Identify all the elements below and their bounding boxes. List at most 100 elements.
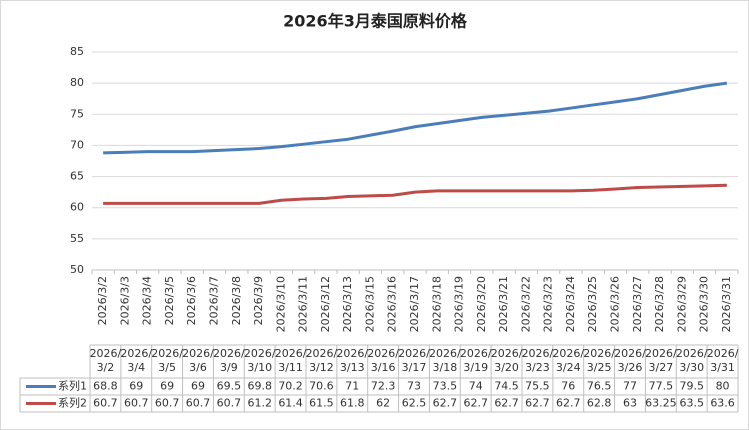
table-value: 74 bbox=[469, 380, 483, 393]
x-tick-label: 2026/3/9 bbox=[252, 276, 265, 325]
x-tick-label: 2026/3/3 bbox=[118, 276, 131, 325]
x-tick-label: 2026/3/8 bbox=[230, 276, 243, 325]
table-header: 2026/3/11 bbox=[275, 347, 307, 374]
table-value: 60.7 bbox=[217, 397, 242, 410]
table-header: 2026/3/9 bbox=[213, 347, 245, 374]
table-value: 76.5 bbox=[587, 380, 612, 393]
table-header: 2026/3/6 bbox=[182, 347, 214, 374]
table-value: 70.2 bbox=[278, 380, 303, 393]
table-value: 73.5 bbox=[433, 380, 458, 393]
table-value: 71 bbox=[345, 380, 359, 393]
x-tick-label: 2026/3/18 bbox=[430, 276, 443, 332]
y-tick-label: 85 bbox=[70, 45, 84, 58]
x-tick-label: 2026/3/20 bbox=[475, 276, 488, 332]
table-value: 62.7 bbox=[433, 397, 458, 410]
table-value: 63.25 bbox=[645, 397, 677, 410]
table-value: 60.7 bbox=[186, 397, 211, 410]
table-value: 62.7 bbox=[556, 397, 581, 410]
legend-label: 系列1 bbox=[58, 379, 87, 393]
table-value: 72.3 bbox=[371, 380, 396, 393]
table-header: 2026/3/16 bbox=[367, 347, 399, 374]
table-value: 74.5 bbox=[494, 380, 519, 393]
table-value: 76 bbox=[561, 380, 575, 393]
table-header: 2026/3/18 bbox=[429, 347, 461, 374]
table-value: 61.5 bbox=[309, 397, 334, 410]
x-tick-label: 2026/3/5 bbox=[163, 276, 176, 325]
table-value: 70.6 bbox=[309, 380, 334, 393]
table-value: 61.4 bbox=[278, 397, 303, 410]
table-value: 69.5 bbox=[217, 380, 242, 393]
table-header: 2026/3/31 bbox=[707, 347, 739, 374]
x-tick-label: 2026/3/21 bbox=[497, 276, 510, 332]
table-value: 68.8 bbox=[93, 380, 118, 393]
table-header: 2026/3/26 bbox=[614, 347, 646, 374]
table-value: 60.7 bbox=[93, 397, 118, 410]
table-header: 2026/3/19 bbox=[460, 347, 492, 374]
table-header: 2026/3/13 bbox=[336, 347, 368, 374]
y-tick-label: 70 bbox=[70, 138, 84, 151]
x-tick-label: 2026/3/16 bbox=[386, 276, 399, 332]
table-value: 62 bbox=[376, 397, 390, 410]
chart-title: 2026年3月泰国原料价格 bbox=[283, 12, 468, 31]
table-value: 77.5 bbox=[649, 380, 674, 393]
x-tick-label: 2026/3/25 bbox=[586, 276, 599, 332]
x-tick-label: 2026/3/27 bbox=[631, 276, 644, 332]
series-line bbox=[103, 183, 727, 205]
table-value: 69 bbox=[160, 380, 174, 393]
table-header: 2026/3/24 bbox=[552, 347, 584, 374]
table-value: 69 bbox=[191, 380, 205, 393]
table-value: 77 bbox=[623, 380, 637, 393]
x-tick-label: 2026/3/13 bbox=[341, 276, 354, 332]
table-value: 61.8 bbox=[340, 397, 365, 410]
table-value: 60.7 bbox=[155, 397, 180, 410]
x-tick-label: 2026/3/17 bbox=[408, 276, 421, 332]
x-tick-label: 2026/3/7 bbox=[208, 276, 221, 325]
table-value: 63 bbox=[623, 397, 637, 410]
x-tick-label: 2026/3/31 bbox=[720, 276, 733, 332]
table-value: 73 bbox=[407, 380, 421, 393]
table-value: 69.8 bbox=[247, 380, 272, 393]
x-tick-label: 2026/3/12 bbox=[319, 276, 332, 332]
table-value: 61.2 bbox=[247, 397, 272, 410]
table-value: 60.7 bbox=[124, 397, 149, 410]
table-header: 2026/3/23 bbox=[522, 347, 554, 374]
table-header: 2026/3/17 bbox=[398, 347, 430, 374]
y-tick-label: 50 bbox=[70, 263, 84, 276]
x-tick-label: 2026/3/11 bbox=[297, 276, 310, 332]
x-tick-label: 2026/3/24 bbox=[564, 276, 577, 332]
table-header: 2026/3/12 bbox=[306, 347, 338, 374]
table-header: 2026/3/25 bbox=[583, 347, 615, 374]
x-tick-label: 2026/3/19 bbox=[453, 276, 466, 332]
series-line bbox=[103, 81, 728, 155]
x-tick-label: 2026/3/10 bbox=[274, 276, 287, 332]
y-tick-label: 65 bbox=[70, 170, 84, 183]
x-tick-label: 2026/3/28 bbox=[653, 276, 666, 332]
table-value: 62.5 bbox=[402, 397, 427, 410]
x-tick-label: 2026/3/23 bbox=[542, 276, 555, 332]
y-tick-label: 60 bbox=[70, 201, 84, 214]
table-header: 2026/3/2 bbox=[90, 347, 122, 374]
x-tick-label: 2026/3/6 bbox=[185, 276, 198, 325]
table-value: 63.5 bbox=[679, 397, 704, 410]
table-header: 2026/3/5 bbox=[151, 347, 183, 374]
y-tick-label: 55 bbox=[70, 232, 84, 245]
x-tick-label: 2026/3/30 bbox=[698, 276, 711, 332]
table-header: 2026/3/30 bbox=[676, 347, 708, 374]
table-value: 62.7 bbox=[463, 397, 488, 410]
table-header: 2026/3/20 bbox=[491, 347, 523, 374]
y-tick-label: 80 bbox=[70, 76, 84, 89]
legend-label: 系列2 bbox=[58, 396, 87, 410]
table-value: 75.5 bbox=[525, 380, 550, 393]
table-value: 69 bbox=[129, 380, 143, 393]
table-header: 2026/3/10 bbox=[244, 347, 276, 374]
table-value: 79.5 bbox=[679, 380, 704, 393]
table-value: 62.7 bbox=[525, 397, 550, 410]
x-tick-label: 2026/3/2 bbox=[96, 276, 109, 325]
x-tick-label: 2026/3/15 bbox=[363, 276, 376, 332]
table-header: 2026/3/4 bbox=[120, 347, 152, 374]
table-value: 62.8 bbox=[587, 397, 612, 410]
table-value: 63.6 bbox=[710, 397, 735, 410]
table-value: 62.7 bbox=[494, 397, 519, 410]
x-tick-label: 2026/3/26 bbox=[608, 276, 621, 332]
